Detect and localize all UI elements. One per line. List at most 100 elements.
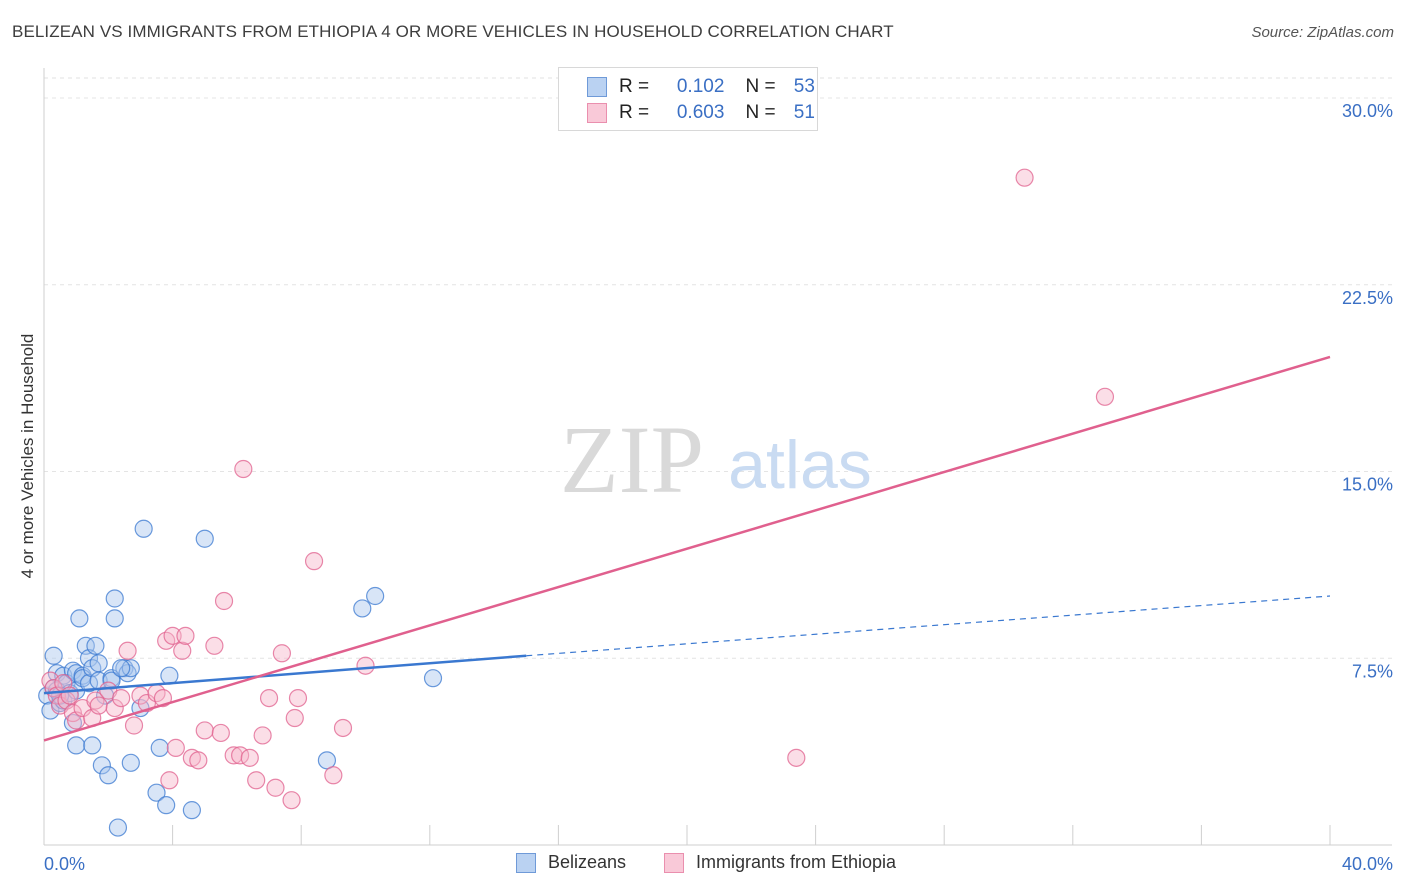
ethiopia-point — [282, 791, 301, 810]
ethiopia-point — [124, 716, 144, 735]
ethiopia-point — [272, 644, 292, 663]
belizeans-point — [44, 646, 63, 665]
ethiopia-point — [240, 748, 259, 767]
legend-r-label: R = — [619, 102, 650, 123]
belizeans-point — [86, 636, 105, 655]
belizeans-point — [105, 589, 124, 608]
belizeans-point — [317, 751, 337, 770]
ethiopia-point — [205, 636, 224, 655]
legend-r-label: R = — [619, 76, 650, 97]
ethiopia-point — [86, 691, 105, 710]
legend-swatch-pink — [587, 103, 607, 123]
belizeans-point — [102, 671, 121, 690]
belizeans-point — [121, 753, 140, 772]
y-axis-label: 4 or more Vehicles in Household — [18, 333, 37, 579]
bottom-legend-belizeans: Belizeans — [516, 852, 626, 873]
legend-n-label: N = — [745, 76, 776, 97]
legend-n-value: 53 — [793, 76, 815, 97]
belizeans-trend-extension — [526, 595, 1331, 657]
ethiopia-point — [195, 721, 214, 740]
ethiopia-trend-line — [43, 355, 1331, 742]
bottom-legend-label: Belizeans — [548, 852, 627, 872]
grid-lines — [44, 77, 1392, 659]
ethiopia-point — [1015, 168, 1034, 187]
bottom-legend-swatch-pink — [664, 852, 684, 873]
legend-r-value: 0.603 — [676, 102, 725, 123]
belizeans-point — [105, 609, 124, 628]
belizeans-point — [63, 661, 83, 680]
belizeans-point — [70, 609, 89, 628]
belizeans-point — [147, 783, 166, 802]
belizeans-point — [112, 659, 131, 678]
ethiopia-point — [787, 748, 806, 767]
belizeans-point — [99, 766, 118, 785]
y-tick-label: 22.5% — [1342, 288, 1393, 308]
ethiopia-points — [41, 168, 1115, 810]
belizeans-point — [423, 669, 443, 688]
y-tick-label: 7.5% — [1352, 661, 1393, 681]
ethiopia-point — [288, 688, 308, 708]
belizeans-point — [134, 519, 153, 538]
ethiopia-point — [105, 698, 124, 718]
chart-title: BELIZEAN VS IMMIGRANTS FROM ETHIOPIA 4 O… — [12, 22, 894, 41]
belizeans-trend-line — [43, 654, 527, 695]
y-tick-label: 15.0% — [1342, 475, 1393, 495]
belizeans-point — [353, 599, 372, 618]
tick-labels: 7.5% 15.0% 22.5% 30.0% 0.0% 40.0% — [44, 101, 1393, 874]
belizeans-point — [150, 738, 169, 757]
ethiopia-point — [166, 738, 185, 757]
ethiopia-point — [324, 766, 343, 785]
belizeans-point — [366, 586, 385, 606]
belizeans-point — [41, 701, 60, 720]
legend: R = 0.102 N = 53 R = 0.603 N = 51 — [558, 67, 818, 131]
source-label: Source: ZipAtlas.com — [1251, 24, 1394, 41]
ethiopia-point — [253, 726, 272, 745]
belizeans-point — [92, 756, 111, 775]
ethiopia-point — [259, 688, 279, 708]
legend-row-ethiopia: R = 0.603 N = 51 — [587, 101, 815, 125]
belizeans-point — [160, 666, 179, 685]
ethiopia-point — [163, 626, 182, 645]
ethiopia-point — [1095, 387, 1115, 406]
legend-n-value: 51 — [793, 102, 815, 123]
watermark: ZIP atlas — [560, 406, 872, 513]
legend-r-value: 0.102 — [676, 76, 725, 97]
ethiopia-point — [118, 641, 137, 660]
ethiopia-point — [173, 641, 192, 660]
ethiopia-point — [189, 751, 208, 770]
ethiopia-point — [234, 459, 253, 479]
belizeans-point — [83, 736, 102, 755]
watermark-atlas: atlas — [728, 427, 872, 503]
ethiopia-point — [153, 688, 173, 708]
x-tick-label-max: 40.0% — [1342, 854, 1393, 874]
belizeans-point — [157, 796, 176, 815]
axes — [43, 68, 1392, 846]
ethiopia-point — [304, 552, 324, 571]
belizeans-point — [182, 801, 201, 820]
ethiopia-point — [266, 778, 285, 797]
ethiopia-point — [356, 656, 375, 675]
belizeans-point — [108, 818, 128, 837]
y-tick-label: 30.0% — [1342, 101, 1393, 121]
legend-swatch-blue — [587, 77, 607, 97]
bottom-legend-ethiopia: Immigrants from Ethiopia — [664, 852, 896, 873]
ethiopia-point — [211, 723, 230, 743]
trend-lines — [43, 355, 1331, 742]
legend-n-label: N = — [745, 102, 776, 123]
ethiopia-point — [112, 688, 131, 708]
ethiopia-point — [285, 708, 304, 728]
ethiopia-point — [333, 718, 353, 738]
bottom-legend-label: Immigrants from Ethiopia — [696, 852, 897, 872]
belizeans-point — [67, 736, 86, 755]
ethiopia-point — [214, 591, 234, 611]
ethiopia-point — [176, 626, 195, 645]
watermark-zip: ZIP — [560, 406, 704, 513]
belizeans-point — [89, 654, 108, 673]
ethiopia-point — [247, 771, 266, 790]
bottom-legend-swatch-blue — [516, 852, 536, 873]
legend-row-belizeans: R = 0.102 N = 53 — [587, 75, 815, 99]
x-tick-label-min: 0.0% — [44, 854, 85, 874]
belizeans-point — [121, 659, 140, 678]
ethiopia-point — [160, 771, 179, 790]
